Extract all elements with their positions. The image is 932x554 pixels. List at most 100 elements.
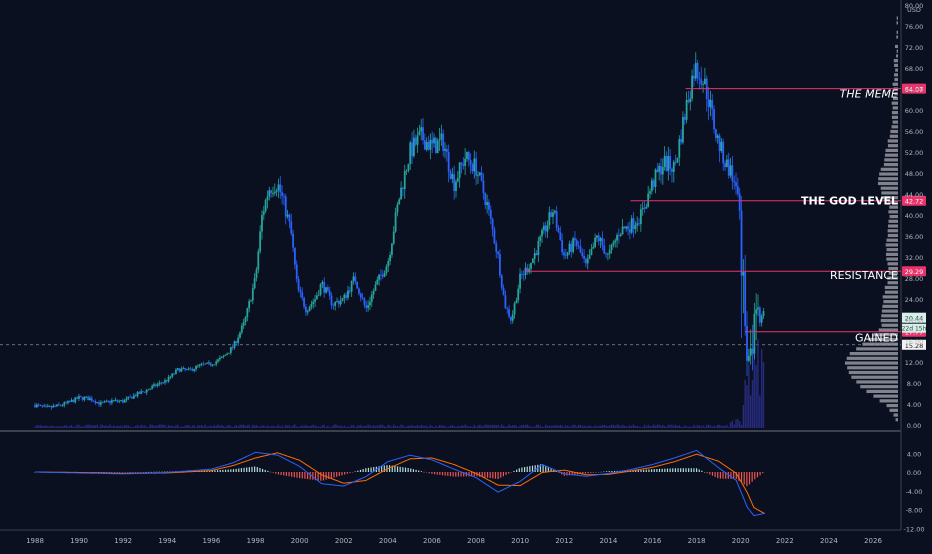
volume-bar <box>486 424 488 428</box>
macd-histogram-bar <box>748 472 751 485</box>
volume-bar <box>330 426 333 428</box>
candle-body <box>114 399 117 401</box>
volume-bar <box>382 425 384 428</box>
candle-body <box>348 290 351 292</box>
time-axis-tick: 2026 <box>864 537 882 545</box>
volume-profile-bar <box>887 139 898 143</box>
candle-body <box>570 243 573 252</box>
price-candles[interactable] <box>34 52 765 410</box>
volume-bar <box>457 425 459 428</box>
volume-bar <box>63 425 65 428</box>
volume-bar <box>230 426 232 428</box>
candle-body <box>563 252 565 256</box>
candle-body <box>162 382 165 384</box>
macd-histogram-bar <box>449 472 452 477</box>
volume-bar <box>707 424 710 428</box>
macd-histogram-bar <box>534 465 536 472</box>
candle-body <box>50 406 53 408</box>
candle-body <box>400 187 402 200</box>
volume-bar <box>680 426 682 428</box>
macd-histogram-bar <box>666 468 669 472</box>
volume-bar <box>674 424 677 428</box>
candle-body <box>392 231 395 244</box>
candle-body <box>694 62 697 79</box>
macd-histogram-bar <box>119 472 121 473</box>
macd-histogram-bar <box>674 468 677 472</box>
candle-body <box>762 311 765 317</box>
volume-bar <box>85 424 87 428</box>
candle-body <box>596 235 598 238</box>
candle-body <box>581 252 584 256</box>
volume-bar <box>585 426 587 428</box>
candle-body <box>358 288 360 294</box>
candle-body <box>658 165 661 172</box>
volume-bar <box>583 425 585 428</box>
macd-histogram-bar <box>426 472 428 473</box>
volume-bar <box>339 425 342 428</box>
volume-bar <box>753 340 756 428</box>
candle-body <box>489 209 492 219</box>
candle-body <box>601 238 604 246</box>
volume-bar <box>532 426 534 428</box>
candle-body <box>57 404 60 406</box>
candle-body <box>466 152 468 159</box>
volume-bar <box>83 426 86 428</box>
volume-bar <box>632 424 635 428</box>
volume-bar <box>687 426 690 428</box>
candle-body <box>418 131 421 136</box>
volume-bar <box>156 425 159 428</box>
volume-profile-bar <box>846 356 898 360</box>
macd-histogram-bar <box>169 471 171 472</box>
volume-bar <box>39 425 42 428</box>
macd-histogram-bar <box>473 472 475 477</box>
volume-bar <box>405 426 408 428</box>
candle-body <box>736 186 739 194</box>
volume-bar <box>138 426 141 428</box>
candle-body <box>65 402 68 404</box>
volume-bar <box>334 424 336 428</box>
horizontal-levels[interactable]: THE MEME 64.07 THE GOD LEVEL 42.72 RESISTANC… <box>524 83 927 350</box>
volume-bar <box>200 425 203 428</box>
volume-profile-bar <box>889 134 898 138</box>
volume-bar <box>398 426 400 428</box>
macd-panel[interactable] <box>34 449 766 517</box>
volume-bar <box>202 426 205 428</box>
candle-body <box>641 207 644 210</box>
volume-bar <box>45 425 47 428</box>
macd-histogram-bar <box>695 468 698 472</box>
candle-body <box>561 240 564 253</box>
candle-body <box>389 254 391 262</box>
macd-histogram-bar <box>399 466 401 472</box>
candle-body <box>292 233 294 248</box>
macd-histogram-bar <box>227 469 229 472</box>
candle-body <box>537 240 540 256</box>
candle-body <box>535 253 538 256</box>
volume-bar <box>471 426 474 428</box>
candle-body <box>220 356 223 359</box>
candle-body <box>184 367 186 370</box>
candle-body <box>608 250 611 254</box>
macd-histogram-bar <box>328 472 330 479</box>
candle-body <box>484 193 487 206</box>
volume-bar <box>603 425 605 428</box>
macd-histogram-bar <box>460 472 462 477</box>
candle-body <box>656 169 659 172</box>
candle-body <box>575 240 578 246</box>
candle-body <box>352 276 355 281</box>
volume-bar <box>133 426 135 428</box>
macd-histogram-bar <box>478 472 481 477</box>
candle-body <box>749 348 752 356</box>
macd-histogram-bar <box>439 472 441 475</box>
candle-body <box>696 62 699 78</box>
volume-bar <box>618 424 620 428</box>
volume-bar <box>620 426 622 428</box>
candle-body <box>627 226 629 230</box>
macd-histogram-bar <box>259 467 261 472</box>
volume-bar <box>237 426 239 428</box>
candle-body <box>588 255 591 259</box>
candle-body <box>687 100 690 103</box>
macd-histogram-bar <box>711 472 714 476</box>
macd-histogram-bar <box>338 472 340 477</box>
